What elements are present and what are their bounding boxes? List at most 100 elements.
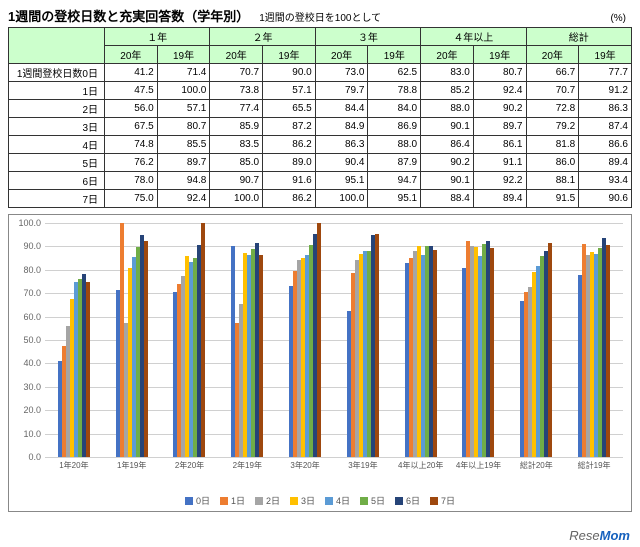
cell: 70.7 <box>526 82 579 100</box>
col-sub: 20年 <box>210 46 263 64</box>
cell: 95.1 <box>368 190 421 208</box>
cell: 67.5 <box>105 118 158 136</box>
x-tick: 4年以上20年 <box>392 460 450 471</box>
cell: 89.0 <box>263 154 316 172</box>
cell: 77.4 <box>210 100 263 118</box>
col-sub: 19年 <box>263 46 316 64</box>
bar <box>606 245 610 457</box>
col-sub: 20年 <box>526 46 579 64</box>
cell: 86.4 <box>421 136 474 154</box>
bar-group: 3年20年 <box>276 223 334 457</box>
col-group: 総計 <box>526 28 632 46</box>
x-tick: 1年19年 <box>103 460 161 471</box>
cell: 84.9 <box>315 118 368 136</box>
cell: 100.0 <box>210 190 263 208</box>
col-sub: 20年 <box>315 46 368 64</box>
cell: 79.2 <box>526 118 579 136</box>
bar <box>548 243 552 457</box>
row-label: 7日 <box>9 190 105 208</box>
cell: 71.4 <box>157 64 210 82</box>
col-sub: 19年 <box>368 46 421 64</box>
x-tick: 2年20年 <box>161 460 219 471</box>
cell: 83.5 <box>210 136 263 154</box>
cell: 86.6 <box>579 136 632 154</box>
cell: 65.5 <box>263 100 316 118</box>
brand-logo: ReseMom <box>569 528 630 543</box>
col-group: ３年 <box>315 28 420 46</box>
cell: 89.4 <box>579 154 632 172</box>
x-tick: 4年以上19年 <box>450 460 508 471</box>
cell: 95.1 <box>315 172 368 190</box>
y-tick: 20.0 <box>11 405 41 415</box>
col-sub: 19年 <box>473 46 526 64</box>
cell: 91.6 <box>263 172 316 190</box>
cell: 94.8 <box>157 172 210 190</box>
bar <box>86 282 90 458</box>
cell: 72.8 <box>526 100 579 118</box>
cell: 87.2 <box>263 118 316 136</box>
cell: 81.8 <box>526 136 579 154</box>
cell: 86.0 <box>526 154 579 172</box>
cell: 89.7 <box>473 118 526 136</box>
cell: 90.7 <box>210 172 263 190</box>
bar <box>201 223 205 457</box>
cell: 94.7 <box>368 172 421 190</box>
x-tick: 総計19年 <box>565 460 623 471</box>
cell: 88.0 <box>368 136 421 154</box>
bar-chart: 0.010.020.030.040.050.060.070.080.090.01… <box>8 214 632 512</box>
x-tick: 1年20年 <box>45 460 103 471</box>
legend-item: 4日 <box>325 494 350 507</box>
cell: 79.7 <box>315 82 368 100</box>
cell: 56.0 <box>105 100 158 118</box>
cell: 87.4 <box>579 118 632 136</box>
bar <box>375 234 379 457</box>
legend-item: 2日 <box>255 494 280 507</box>
cell: 93.4 <box>579 172 632 190</box>
y-tick: 60.0 <box>11 312 41 322</box>
cell: 80.7 <box>473 64 526 82</box>
bar <box>490 248 494 457</box>
col-sub: 19年 <box>579 46 632 64</box>
col-group: ２年 <box>210 28 315 46</box>
bar <box>317 223 321 457</box>
cell: 73.0 <box>315 64 368 82</box>
cell: 90.0 <box>263 64 316 82</box>
cell: 78.8 <box>368 82 421 100</box>
cell: 90.2 <box>473 100 526 118</box>
row-label: 1日 <box>9 82 105 100</box>
bar <box>259 255 263 457</box>
row-label: 4日 <box>9 136 105 154</box>
cell: 70.7 <box>210 64 263 82</box>
row-label: 3日 <box>9 118 105 136</box>
row-label: 1週間登校日数0日 <box>9 64 105 82</box>
cell: 66.7 <box>526 64 579 82</box>
cell: 77.7 <box>579 64 632 82</box>
cell: 92.4 <box>473 82 526 100</box>
cell: 84.4 <box>315 100 368 118</box>
cell: 91.2 <box>579 82 632 100</box>
y-tick: 50.0 <box>11 335 41 345</box>
col-group: １年 <box>105 28 210 46</box>
bar-group: 2年19年 <box>218 223 276 457</box>
cell: 90.6 <box>579 190 632 208</box>
y-tick: 30.0 <box>11 382 41 392</box>
bar-group: 総計20年 <box>507 223 565 457</box>
y-tick: 70.0 <box>11 288 41 298</box>
cell: 85.9 <box>210 118 263 136</box>
row-label: 6日 <box>9 172 105 190</box>
cell: 86.2 <box>263 136 316 154</box>
cell: 89.7 <box>157 154 210 172</box>
cell: 57.1 <box>157 100 210 118</box>
cell: 62.5 <box>368 64 421 82</box>
cell: 89.4 <box>473 190 526 208</box>
x-tick: 2年19年 <box>218 460 276 471</box>
cell: 75.0 <box>105 190 158 208</box>
cell: 90.1 <box>421 172 474 190</box>
bar-group: 1年20年 <box>45 223 103 457</box>
col-sub: 20年 <box>105 46 158 64</box>
cell: 90.4 <box>315 154 368 172</box>
cell: 78.0 <box>105 172 158 190</box>
bar-group: 4年以上19年 <box>450 223 508 457</box>
cell: 86.2 <box>263 190 316 208</box>
cell: 100.0 <box>157 82 210 100</box>
